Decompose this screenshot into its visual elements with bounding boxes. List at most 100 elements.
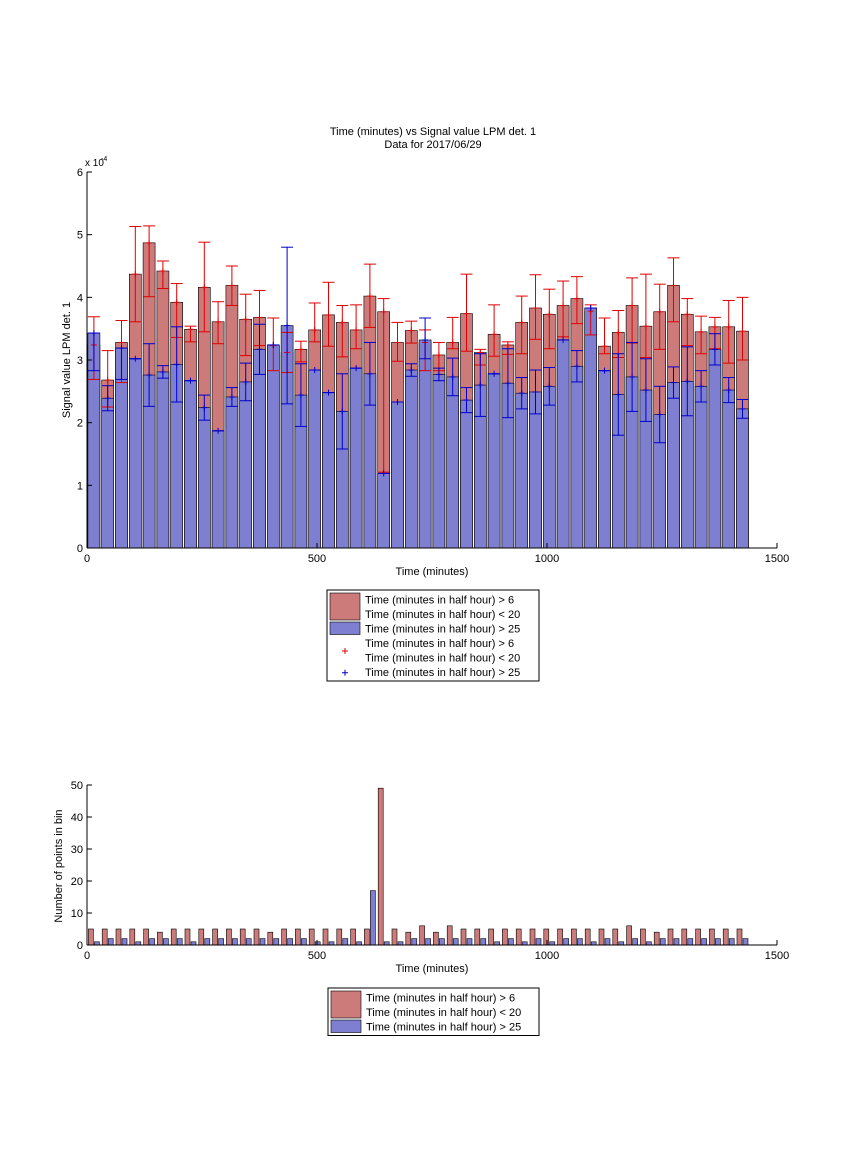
c1-bar-s2	[253, 349, 266, 549]
c1-xtick-label: 1500	[765, 553, 789, 565]
c1-xtick-label: 0	[84, 553, 90, 565]
c1-bar-s2	[432, 374, 446, 549]
c2-bar-s1	[281, 928, 287, 946]
c1-legend-swatch-1	[329, 621, 361, 635]
c2-bar-s2	[342, 938, 349, 946]
c2-bar-s2	[535, 938, 542, 946]
c2-ytick-label: 40	[71, 812, 83, 824]
c1-legend-label: Time (minutes in half hour) > 6	[365, 595, 514, 607]
c1-bar-s2	[542, 386, 556, 549]
c2-bar-s1	[184, 928, 191, 946]
c2-legend-box	[327, 987, 540, 1036]
c2-bar-s2	[604, 938, 611, 946]
chart1-errorbars-series2	[87, 246, 749, 477]
c2-bar-s1	[584, 928, 591, 946]
chart1-ylabel: Signal value LPM det. 1	[61, 302, 73, 418]
c2-bar-s1	[612, 928, 619, 946]
c2-bar-s1	[129, 928, 136, 946]
c2-bar-s2	[508, 938, 514, 946]
c2-bar-s1	[736, 928, 743, 946]
c2-ytick-label: 0	[77, 940, 83, 952]
c2-bar-s2	[259, 938, 266, 946]
c2-bar-s1	[653, 931, 660, 946]
c2-ytick-label: 50	[71, 780, 83, 792]
chart2-y-ticks: 0 10 20 30 40 50	[71, 780, 92, 952]
c1-bar-s2	[404, 369, 418, 549]
c2-bar-s2	[218, 938, 224, 946]
chart1-exponent-power: -4	[101, 156, 107, 163]
c1-bar-s2	[736, 408, 749, 549]
c2-bar-s2	[687, 938, 694, 946]
c2-ytick-label: 20	[71, 876, 83, 888]
c2-bar-s2	[728, 938, 735, 946]
c2-bar-s2	[176, 938, 183, 946]
c2-bar-s2	[232, 938, 238, 946]
c1-ytick-label: 5	[77, 230, 83, 242]
c1-legend-label: Time (minutes in half hour) > 25	[365, 624, 520, 636]
c2-bar-s2	[480, 938, 487, 946]
c1-bar-s2	[667, 382, 680, 549]
c1-bar-s2	[225, 396, 239, 549]
c2-bar-s1	[101, 928, 108, 946]
c2-bar-s1	[695, 928, 701, 946]
c2-bar-s1	[419, 925, 425, 946]
c2-bar-s1	[446, 925, 453, 946]
c1-legend-label: Time (minutes in half hour) > 6	[365, 638, 514, 650]
c1-ytick-label: 0	[77, 543, 83, 555]
c2-bar-s1	[571, 928, 577, 946]
c1-bar-s2	[529, 391, 542, 549]
c1-bar-s2	[266, 344, 280, 549]
c2-bar-s1	[198, 928, 205, 946]
c2-bar-s1	[226, 928, 232, 946]
c2-bar-s1	[267, 931, 274, 946]
c1-bar-s2	[460, 399, 473, 549]
c2-bar-s1	[640, 928, 646, 946]
c2-bar-s2	[563, 938, 569, 946]
chart1-legend: Time (minutes in half hour) > 6 Time (min…	[326, 589, 540, 682]
c2-bar-s1	[502, 928, 508, 946]
c2-bar-s2	[659, 938, 666, 946]
c1-bar-s2	[487, 373, 501, 549]
c1-bar-s2	[211, 430, 225, 549]
c1-legend-box	[326, 589, 540, 682]
c1-bar-s2	[584, 307, 598, 549]
c2-bar-s1	[295, 928, 301, 946]
chart2-ylabel: Number of points in bin	[53, 809, 65, 922]
c2-bar-s1	[308, 928, 315, 946]
c1-bar-s2	[377, 473, 391, 549]
c2-bar-s1	[391, 928, 398, 946]
c2-bar-s2	[163, 938, 169, 946]
c2-bar-s2	[425, 938, 431, 946]
c1-bar-s2	[308, 369, 322, 549]
c1-ytick-label: 1	[77, 480, 83, 492]
c2-bar-s1	[239, 928, 246, 946]
c2-bar-s2	[370, 890, 376, 946]
c2-bar-s2	[107, 938, 114, 946]
c2-legend-label: Time (minutes in half hour) < 20	[366, 1007, 521, 1019]
c1-bar-s2	[184, 380, 197, 549]
c2-bar-s2	[121, 938, 128, 946]
chart1-title: Time (minutes) vs Signal value LPM det. …	[330, 126, 536, 138]
c1-legend-label: Time (minutes in half hour) < 20	[365, 609, 520, 621]
c1-bar-s2	[570, 365, 584, 549]
chart1-exponent-base: x 10	[85, 158, 104, 169]
c2-xtick-label: 1000	[535, 950, 559, 962]
c2-bar-s1	[515, 928, 522, 946]
c2-bar-s1	[626, 925, 632, 946]
c2-bar-s1	[377, 787, 384, 946]
c1-bar-s2	[322, 392, 335, 549]
chart1-y-ticks: 0 1 2 3 4 5 6	[77, 167, 92, 555]
c1-ytick-label: 3	[77, 355, 83, 367]
c2-bar-s1	[336, 928, 343, 946]
c1-legend-label: Time (minutes in half hour) > 25	[365, 667, 520, 679]
c2-bar-s2	[632, 938, 638, 946]
c2-bar-s1	[253, 928, 260, 946]
c2-bar-s1	[681, 928, 688, 946]
chart2-legend: Time (minutes in half hour) > 6 Time (min…	[327, 987, 540, 1036]
c2-bar-s1	[598, 928, 605, 946]
c2-bar-s2	[301, 938, 307, 946]
c2-bar-s1	[350, 928, 356, 946]
c2-bar-s1	[709, 928, 715, 946]
c2-bar-s1	[474, 928, 481, 946]
c2-bar-s1	[143, 928, 149, 946]
